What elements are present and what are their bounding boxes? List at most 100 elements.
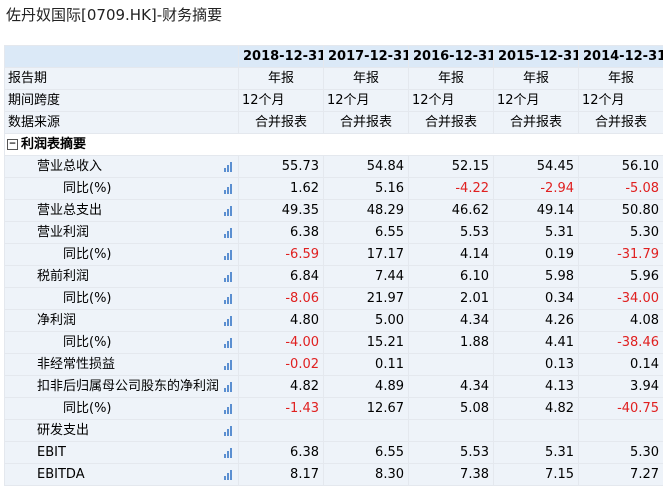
bar-chart-icon[interactable]	[224, 250, 234, 260]
value-cell: 0.19	[494, 244, 579, 266]
value-cell: -5.08	[579, 178, 663, 200]
bar-chart-icon[interactable]	[224, 294, 234, 304]
row-label: 营业总支出	[9, 201, 102, 221]
value-cell: 4.34	[409, 376, 494, 398]
value-cell: 54.84	[324, 156, 409, 178]
value-cell: 6.55	[324, 222, 409, 244]
value-cell: 4.89	[324, 376, 409, 398]
value-cell: 6.84	[239, 266, 324, 288]
row-label-cell: 同比(%)	[5, 398, 239, 420]
row-label: 同比(%)	[9, 245, 112, 265]
value-cell	[409, 420, 494, 442]
bar-chart-icon[interactable]	[224, 272, 234, 282]
row-label-cell: 税前利润	[5, 266, 239, 288]
meta-label: 期间跨度	[5, 90, 239, 112]
value-cell: 4.82	[239, 376, 324, 398]
value-cell: 1.62	[239, 178, 324, 200]
value-cell	[324, 420, 409, 442]
value-cell: -34.00	[579, 288, 663, 310]
bar-chart-icon[interactable]	[224, 404, 234, 414]
value-cell: 15.21	[324, 332, 409, 354]
value-cell: 5.30	[579, 222, 663, 244]
section-row-income-statement[interactable]: −利润表摘要	[5, 134, 663, 156]
financial-summary-table: 2018-12-31 2017-12-31 2016-12-31 2015-12…	[4, 45, 663, 486]
value-cell: 21.97	[324, 288, 409, 310]
collapse-icon[interactable]: −	[7, 139, 18, 150]
meta-value: 12个月	[409, 90, 494, 112]
meta-label: 数据来源	[5, 112, 239, 134]
meta-value: 合并报表	[579, 112, 663, 134]
value-cell: 0.13	[494, 354, 579, 376]
meta-row-period-span: 期间跨度 12个月 12个月 12个月 12个月 12个月	[5, 90, 663, 112]
value-cell: -2.94	[494, 178, 579, 200]
bar-chart-icon[interactable]	[224, 206, 234, 216]
value-cell: 4.80	[239, 310, 324, 332]
column-header[interactable]: 2018-12-31	[239, 46, 324, 68]
row-label: 同比(%)	[9, 179, 112, 199]
bar-chart-icon[interactable]	[224, 228, 234, 238]
bar-chart-icon[interactable]	[224, 162, 234, 172]
value-cell: 7.15	[494, 464, 579, 486]
column-header[interactable]: 2017-12-31	[324, 46, 409, 68]
row-label: 同比(%)	[9, 289, 112, 309]
row-label-cell: 同比(%)	[5, 178, 239, 200]
value-cell: 2.01	[409, 288, 494, 310]
meta-value: 12个月	[324, 90, 409, 112]
value-cell: 8.30	[324, 464, 409, 486]
row-label-cell: EBIT	[5, 442, 239, 464]
value-cell: 55.73	[239, 156, 324, 178]
value-cell: -8.06	[239, 288, 324, 310]
column-header[interactable]: 2015-12-31	[494, 46, 579, 68]
column-header[interactable]: 2016-12-31	[409, 46, 494, 68]
value-cell: 7.38	[409, 464, 494, 486]
value-cell: -38.46	[579, 332, 663, 354]
value-cell: 3.94	[579, 376, 663, 398]
value-cell: 6.38	[239, 222, 324, 244]
row-label-cell: 同比(%)	[5, 332, 239, 354]
bar-chart-icon[interactable]	[224, 360, 234, 370]
row-label: 同比(%)	[9, 399, 112, 419]
row-label-cell: 营业总支出	[5, 200, 239, 222]
value-cell: 4.82	[494, 398, 579, 420]
meta-value: 合并报表	[239, 112, 324, 134]
value-cell: 4.13	[494, 376, 579, 398]
meta-value: 年报	[324, 68, 409, 90]
section-header[interactable]: −利润表摘要	[5, 134, 663, 156]
value-cell: -6.59	[239, 244, 324, 266]
row-label: EBIT	[9, 443, 66, 463]
row-label: EBITDA	[9, 465, 85, 485]
value-cell: -0.02	[239, 354, 324, 376]
column-header[interactable]: 2014-12-31	[579, 46, 663, 68]
meta-value: 年报	[494, 68, 579, 90]
row-label-cell: 营业总收入	[5, 156, 239, 178]
value-cell: 5.96	[579, 266, 663, 288]
value-cell: 5.53	[409, 222, 494, 244]
meta-row-report-period: 报告期 年报 年报 年报 年报 年报	[5, 68, 663, 90]
bar-chart-icon[interactable]	[224, 382, 234, 392]
value-cell: 5.53	[409, 442, 494, 464]
bar-chart-icon[interactable]	[224, 184, 234, 194]
bar-chart-icon[interactable]	[224, 448, 234, 458]
value-cell: 1.88	[409, 332, 494, 354]
value-cell: 7.44	[324, 266, 409, 288]
table-row: 研发支出	[5, 420, 663, 442]
value-cell: 5.00	[324, 310, 409, 332]
value-cell: 12.67	[324, 398, 409, 420]
bar-chart-icon[interactable]	[224, 426, 234, 436]
meta-value: 12个月	[494, 90, 579, 112]
bar-chart-icon[interactable]	[224, 316, 234, 326]
bar-chart-icon[interactable]	[224, 470, 234, 480]
value-cell: 5.08	[409, 398, 494, 420]
value-cell: 49.35	[239, 200, 324, 222]
row-label: 税前利润	[9, 267, 89, 287]
row-label-cell: EBITDA	[5, 464, 239, 486]
value-cell	[239, 420, 324, 442]
bar-chart-icon[interactable]	[224, 338, 234, 348]
